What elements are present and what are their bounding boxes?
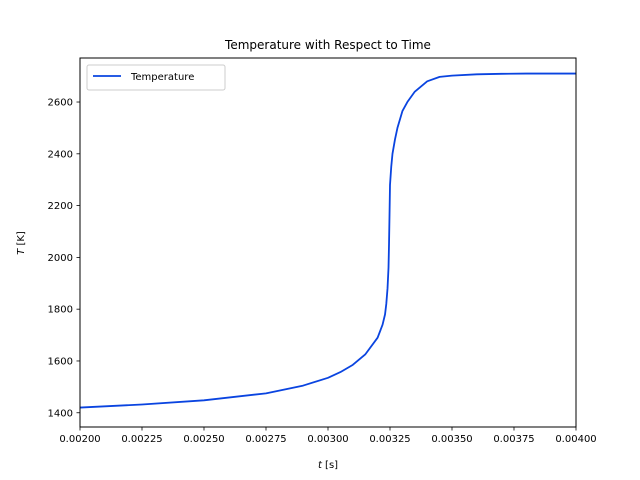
series-layer (79, 72, 576, 409)
y-tick-label: 1400 (48, 408, 73, 419)
y-axis-ticks: 1400 1600 1800 2000 2200 2400 2600 (48, 98, 80, 419)
x-tick-label: 0.00400 (555, 434, 596, 445)
x-tick-label: 0.00225 (121, 434, 162, 445)
y-axis-var: T (16, 248, 27, 255)
legend: Temperature (86, 64, 226, 91)
y-tick-label: 1600 (48, 356, 73, 367)
x-axis-ticks: 0.00200 0.00225 0.00250 0.00275 0.00300 0.003… (59, 427, 597, 445)
series-line-temperature (79, 72, 576, 409)
x-axis-unit: [s] (322, 460, 338, 471)
y-tick-label: 2600 (48, 98, 73, 109)
plot-area (79, 57, 577, 428)
x-axis-label: t [s] (318, 460, 338, 471)
legend-label: Temperature (130, 72, 194, 83)
x-tick-label: 0.00350 (431, 434, 472, 445)
y-tick-label: 2000 (48, 253, 73, 264)
legend-box (86, 64, 226, 91)
y-tick-label: 2200 (48, 201, 73, 212)
y-axis-label: T [K] (16, 231, 27, 255)
x-tick-label: 0.00300 (307, 434, 348, 445)
x-tick-label: 0.00275 (245, 434, 286, 445)
x-tick-label: 0.00375 (493, 434, 534, 445)
y-axis-unit: [K] (16, 231, 27, 249)
x-tick-label: 0.00200 (59, 434, 100, 445)
chart-title: Temperature with Respect to Time (224, 38, 431, 52)
x-tick-label: 0.00250 (183, 434, 224, 445)
plot-frame (79, 57, 577, 428)
y-tick-label: 1800 (48, 305, 73, 316)
x-axis-var: t (318, 460, 323, 471)
y-tick-label: 2400 (48, 149, 73, 160)
x-tick-label: 0.00325 (369, 434, 410, 445)
